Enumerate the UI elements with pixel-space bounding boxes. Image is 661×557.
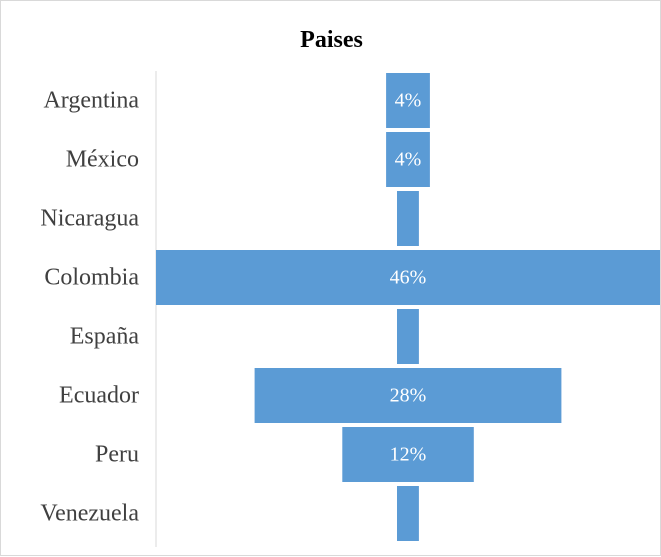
category-label-peru: Peru [95,442,139,468]
data-label-colombia: 46% [390,267,427,289]
category-label-ecuador: Ecuador [59,383,139,409]
data-label-méxico: 4% [395,149,422,171]
bar-peru [342,427,474,482]
bar-venezuela [397,486,419,541]
category-label-españa: España [70,324,140,350]
bar-colombia [156,250,660,305]
category-label-nicaragua: Nicaragua [40,206,139,232]
category-label-venezuela: Venezuela [40,501,139,527]
category-labels-layer: Argentina México Nicaragua Colombia España Ec… [40,88,139,527]
data-label-peru: 12% [390,444,427,466]
category-label-méxico: México [66,147,139,173]
bar-argentina [386,73,430,128]
bar-méxico [386,132,430,187]
data-label-argentina: 4% [395,90,422,112]
category-label-colombia: Colombia [44,265,139,291]
bars-layer: 4% 4% 46% 28% 12% [156,73,660,541]
bar-ecuador [254,368,562,423]
bar-españa [397,309,419,364]
data-label-ecuador: 28% [390,385,427,407]
category-label-argentina: Argentina [43,88,139,114]
chart-title: Paises [300,27,363,53]
bar-nicaragua [397,191,419,246]
